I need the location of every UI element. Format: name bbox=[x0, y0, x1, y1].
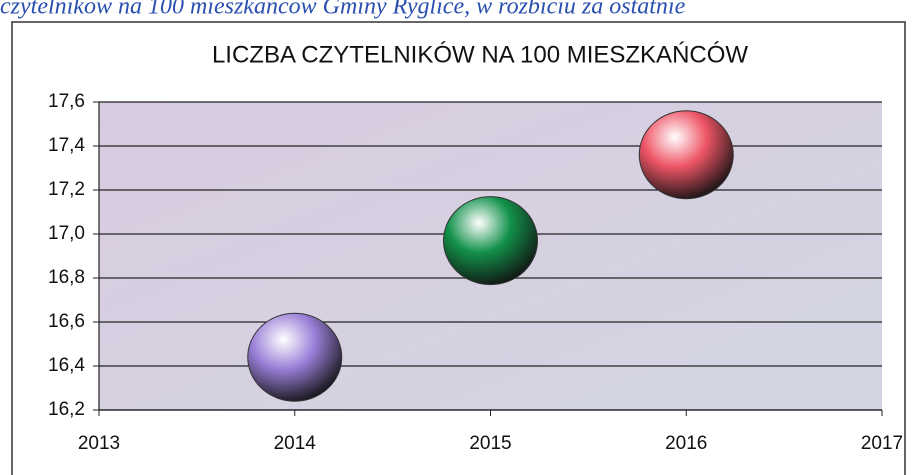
x-tick-label: 2015 bbox=[469, 433, 511, 454]
x-tick-label: 2013 bbox=[78, 433, 120, 454]
y-tick-label: 17,6 bbox=[48, 91, 85, 112]
x-tick-label: 2016 bbox=[665, 433, 707, 454]
x-tick-label: 2017 bbox=[861, 433, 903, 454]
y-tick-label: 16,6 bbox=[48, 311, 85, 332]
y-tick-label: 17,2 bbox=[48, 179, 85, 200]
y-tick-label: 16,8 bbox=[48, 267, 85, 288]
y-tick-label: 16,2 bbox=[48, 399, 85, 420]
chart-title: LICZBA CZYTELNIKÓW NA 100 MIESZKAŃCÓW bbox=[212, 41, 748, 68]
y-tick-label: 16,4 bbox=[48, 355, 85, 376]
y-tick-label: 17,0 bbox=[48, 223, 85, 244]
bubble bbox=[247, 312, 343, 402]
bubble bbox=[638, 110, 734, 200]
x-tick-label: 2014 bbox=[274, 433, 317, 454]
caption: czytelników na 100 mieszkańców Gminy Ryg… bbox=[0, 0, 686, 20]
bubble bbox=[443, 196, 538, 286]
y-tick-label: 17,4 bbox=[48, 135, 85, 156]
